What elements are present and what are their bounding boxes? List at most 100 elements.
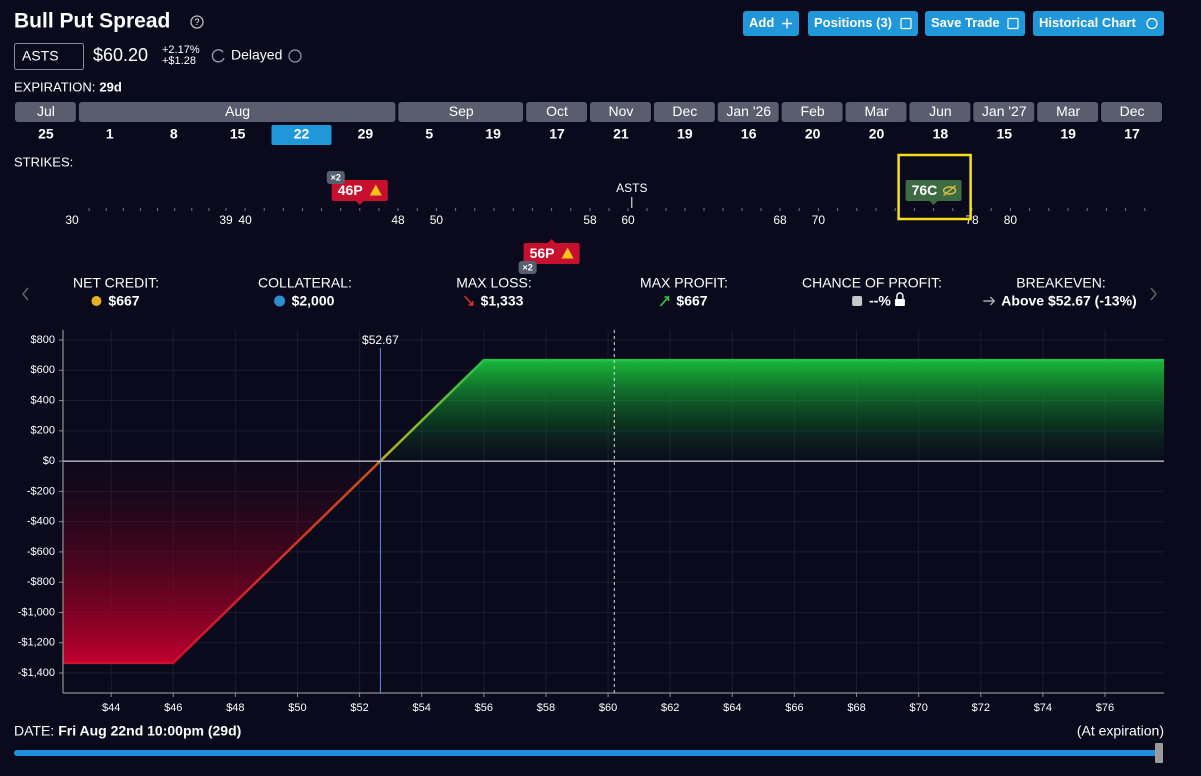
date-slider-thumb[interactable] [1155,743,1163,763]
button-label: Historical Chart [1039,15,1136,30]
day-label: 20 [805,126,821,142]
x-tick-label: $50 [288,702,306,714]
day-label: 1 [106,126,114,142]
day-label: 17 [1124,126,1140,142]
arrow-icon [983,296,996,306]
y-tick-label: $600 [31,364,55,376]
ruler-label: 78 [965,213,979,227]
y-tick-label: -$800 [27,576,55,588]
button[interactable] [743,11,799,36]
refresh-icon [211,49,225,63]
ruler-label: 39 [219,213,233,227]
stat-label: MAX LOSS: [456,275,531,291]
x-tick-label: $44 [102,702,120,714]
stat-value: Above $52.67 (-13%) [1001,293,1136,309]
month-bar [717,102,779,122]
y-tick-label: -$1,000 [18,606,55,618]
x-tick-label: $72 [972,702,990,714]
next-arrow[interactable] [1150,287,1157,301]
day-label: 29 [358,126,374,142]
y-tick-label: $400 [31,394,55,406]
change-abs: +$1.28 [162,55,196,67]
button[interactable] [1033,11,1164,36]
ticker-input[interactable] [14,43,84,70]
highlight-box [897,153,972,221]
button-label: Save Trade [931,15,1000,30]
month-label: Jan '26 [726,103,771,119]
button[interactable] [808,11,918,36]
chip-pointer [547,239,556,243]
x-tick-label: $62 [661,702,679,714]
qty-badge-label: ×2 [522,262,532,272]
month-label: Sep [449,103,474,119]
hidden-icon [942,186,957,195]
button-icon [1146,17,1158,30]
month-bar [526,102,587,122]
button-label: Positions (3) [814,15,892,30]
change-pct: +2.17% [162,44,200,56]
hidden-icon [943,184,957,197]
stat-value: $2,000 [292,293,335,309]
strike-chip[interactable] [905,180,962,201]
month-label: Jan '27 [982,103,1027,119]
pie-icon [274,295,286,307]
month-label: Mar [864,103,888,119]
ruler-label: 48 [391,213,405,227]
strike-chip-label: 56P [530,245,555,261]
x-tick-label: $74 [1034,702,1052,714]
ruler-label: 58 [583,213,597,227]
ruler-label: 40 [238,213,252,227]
x-tick-label: $66 [785,702,803,714]
x-tick-label: $58 [537,702,555,714]
strike-chip[interactable] [523,243,580,264]
warning-icon [561,247,574,259]
x-tick-label: $48 [226,702,244,714]
expiration-value: 29d [99,79,121,94]
underlying-label: ASTS [616,181,647,195]
stat-value: --% [869,293,891,309]
x-tick-label: $52 [350,702,368,714]
y-tick-label: -$600 [27,546,55,558]
ticker: ASTS [22,48,59,64]
button-label: Add [749,15,774,30]
pl-line [63,358,1164,665]
date-slider-track[interactable] [14,750,1160,756]
button[interactable] [925,11,1025,36]
button-icon [782,18,792,29]
qty-badge [518,261,537,274]
day-label: 25 [38,126,54,142]
coin-icon [91,296,102,306]
day-label: 15 [996,126,1012,142]
x-tick-label: $70 [909,702,927,714]
month-bar [78,102,396,122]
x-tick-label: $56 [475,702,493,714]
month-bar [845,102,907,122]
chip-pointer [355,201,364,205]
stat-label: CHANCE OF PROFIT: [802,275,942,291]
day-label: 21 [613,126,629,142]
strike-chip[interactable] [331,180,388,201]
x-tick-label: $64 [723,702,741,714]
day-label: 22 [294,126,310,142]
help-icon-mark: ? [194,17,199,27]
stat-label: COLLATERAL: [258,275,352,291]
y-tick-label: $800 [31,334,55,346]
warning-icon [369,184,382,196]
qty-badge-label: ×2 [331,172,341,182]
month-label: Dec [672,103,697,119]
ruler-label: 80 [1004,213,1018,227]
ruler-label: 30 [65,213,79,227]
prev-arrow[interactable] [22,287,29,301]
x-tick-label: $46 [164,702,182,714]
chip-pointer [929,201,938,205]
y-tick-label: -$1,400 [18,667,55,679]
day-label: 8 [170,126,178,142]
lock-icon [896,292,904,299]
stat-value: $1,333 [481,293,524,309]
day-label: 16 [741,126,757,142]
y-tick-label: -$1,200 [18,637,55,649]
selected-day[interactable] [271,125,332,145]
y-tick-label: $200 [31,425,55,437]
date-label: DATE: [14,723,54,739]
